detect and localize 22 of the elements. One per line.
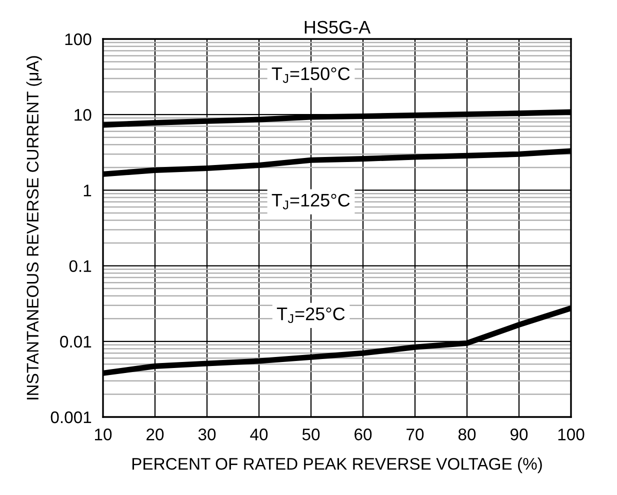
y-tick-label: 100 <box>65 33 92 46</box>
x-tick-label: 80 <box>458 428 476 440</box>
series-label: T$_{J}$=125°C <box>272 194 350 210</box>
x-tick-label: 60 <box>354 428 372 440</box>
x-tick-label: 30 <box>198 428 216 440</box>
chart-title: HS5G-A <box>304 20 371 34</box>
x-tick-label: 90 <box>510 428 528 440</box>
y-axis-title: INSTANTANEOUS REVERSE CURRENT (μA) <box>26 56 42 400</box>
x-tick-label: 40 <box>250 428 268 440</box>
x-tick-label: 10 <box>95 428 112 440</box>
x-tick-label: 70 <box>406 428 424 440</box>
x-tick-label: 100 <box>558 428 584 440</box>
series-label: T$_{J}$=25°C <box>276 307 345 324</box>
x-tick-label: 20 <box>146 428 164 440</box>
x-tick-label: 50 <box>302 428 320 440</box>
y-tick-label: 0.1 <box>69 260 92 272</box>
y-tick-label: 1 <box>84 184 92 196</box>
y-tick-label: 0.001 <box>50 411 92 424</box>
series-label: T$_{J}$=150°C <box>272 67 350 83</box>
y-tick-label: 10 <box>74 109 92 121</box>
x-axis-title: PERCENT OF RATED PEAK REVERSE VOLTAGE (%) <box>132 458 542 474</box>
y-tick-label: 0.01 <box>60 336 92 348</box>
